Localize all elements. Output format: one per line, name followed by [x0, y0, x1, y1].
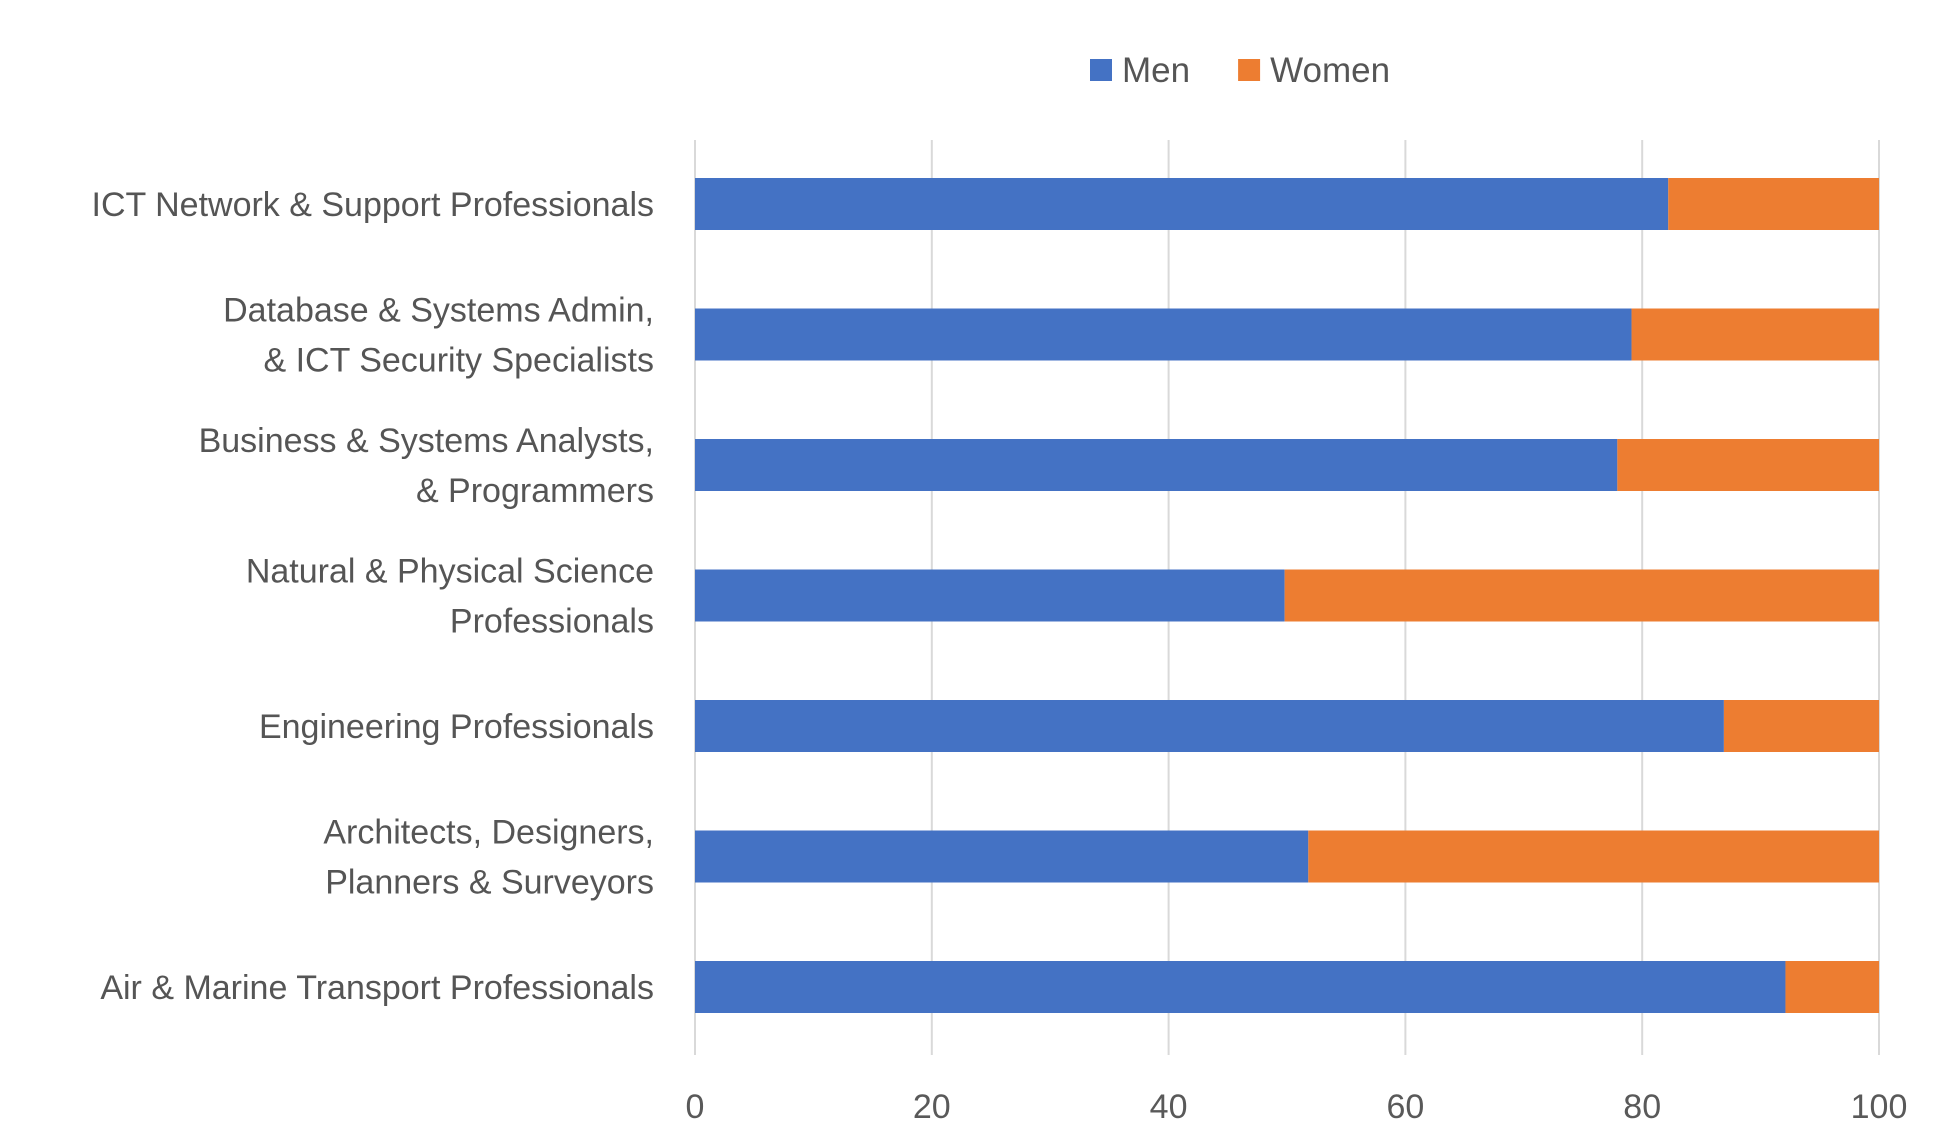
x-tick-label-40: 40: [1150, 1088, 1188, 1126]
category-label-1: Database & Systems Admin, & ICT Security …: [223, 292, 654, 380]
bar-women-3: [1284, 569, 1879, 622]
legend-swatch-men: [1090, 59, 1112, 81]
category-label-line: Architects, Designers,: [323, 814, 654, 852]
bar-group: [695, 178, 1879, 1013]
legend-item-men: Men: [1090, 51, 1190, 90]
category-label-3: Natural & Physical Science Professionals: [246, 553, 654, 641]
legend-label-men: Men: [1122, 51, 1190, 90]
bar-men-1: [695, 308, 1632, 361]
bar-men-2: [695, 439, 1618, 491]
bar-women-4: [1723, 700, 1879, 752]
chart-legend: Men Women: [1090, 51, 1390, 90]
category-label-line: Database & Systems Admin,: [223, 292, 654, 330]
category-label-line: Natural & Physical Science: [246, 553, 654, 591]
bar-women-6: [1785, 961, 1879, 1013]
category-label-6: Air & Marine Transport Professionals: [100, 969, 654, 1007]
category-labels: ICT Network & Support Professionals Datab…: [92, 186, 655, 1007]
bar-women-1: [1631, 308, 1879, 361]
x-tick-label-80: 80: [1623, 1088, 1661, 1126]
category-label-4: Engineering Professionals: [259, 708, 654, 746]
category-label-line: Engineering Professionals: [259, 708, 654, 746]
category-label-line: & Programmers: [416, 472, 654, 510]
x-tick-label-20: 20: [913, 1088, 951, 1126]
bar-men-6: [695, 961, 1786, 1013]
bar-men-0: [695, 178, 1669, 230]
category-label-line: Professionals: [450, 603, 654, 641]
bar-women-5: [1308, 830, 1879, 883]
category-label-line: & ICT Security Specialists: [263, 342, 654, 380]
legend-label-women: Women: [1270, 51, 1390, 90]
legend-item-women: Women: [1238, 51, 1390, 90]
bar-men-3: [695, 569, 1285, 622]
category-label-line: Business & Systems Analysts,: [199, 422, 654, 460]
bar-men-4: [695, 700, 1724, 752]
x-tick-label-0: 0: [686, 1088, 705, 1126]
legend-swatch-women: [1238, 59, 1261, 81]
category-label-0: ICT Network & Support Professionals: [92, 186, 655, 224]
x-tick-label-100: 100: [1851, 1088, 1908, 1126]
bar-women-0: [1668, 178, 1879, 230]
category-label-2: Business & Systems Analysts, & Programmer…: [199, 422, 654, 510]
bar-women-2: [1617, 439, 1879, 491]
category-label-line: Planners & Surveyors: [325, 864, 654, 902]
x-tick-label-60: 60: [1386, 1088, 1424, 1126]
x-axis-tick-labels: 0 20 40 60 80 100: [686, 1088, 1908, 1126]
bar-men-5: [695, 830, 1309, 883]
category-label-line: Air & Marine Transport Professionals: [100, 969, 654, 1007]
category-label-line: ICT Network & Support Professionals: [92, 186, 655, 224]
category-label-5: Architects, Designers, Planners & Surveyo…: [323, 814, 654, 902]
